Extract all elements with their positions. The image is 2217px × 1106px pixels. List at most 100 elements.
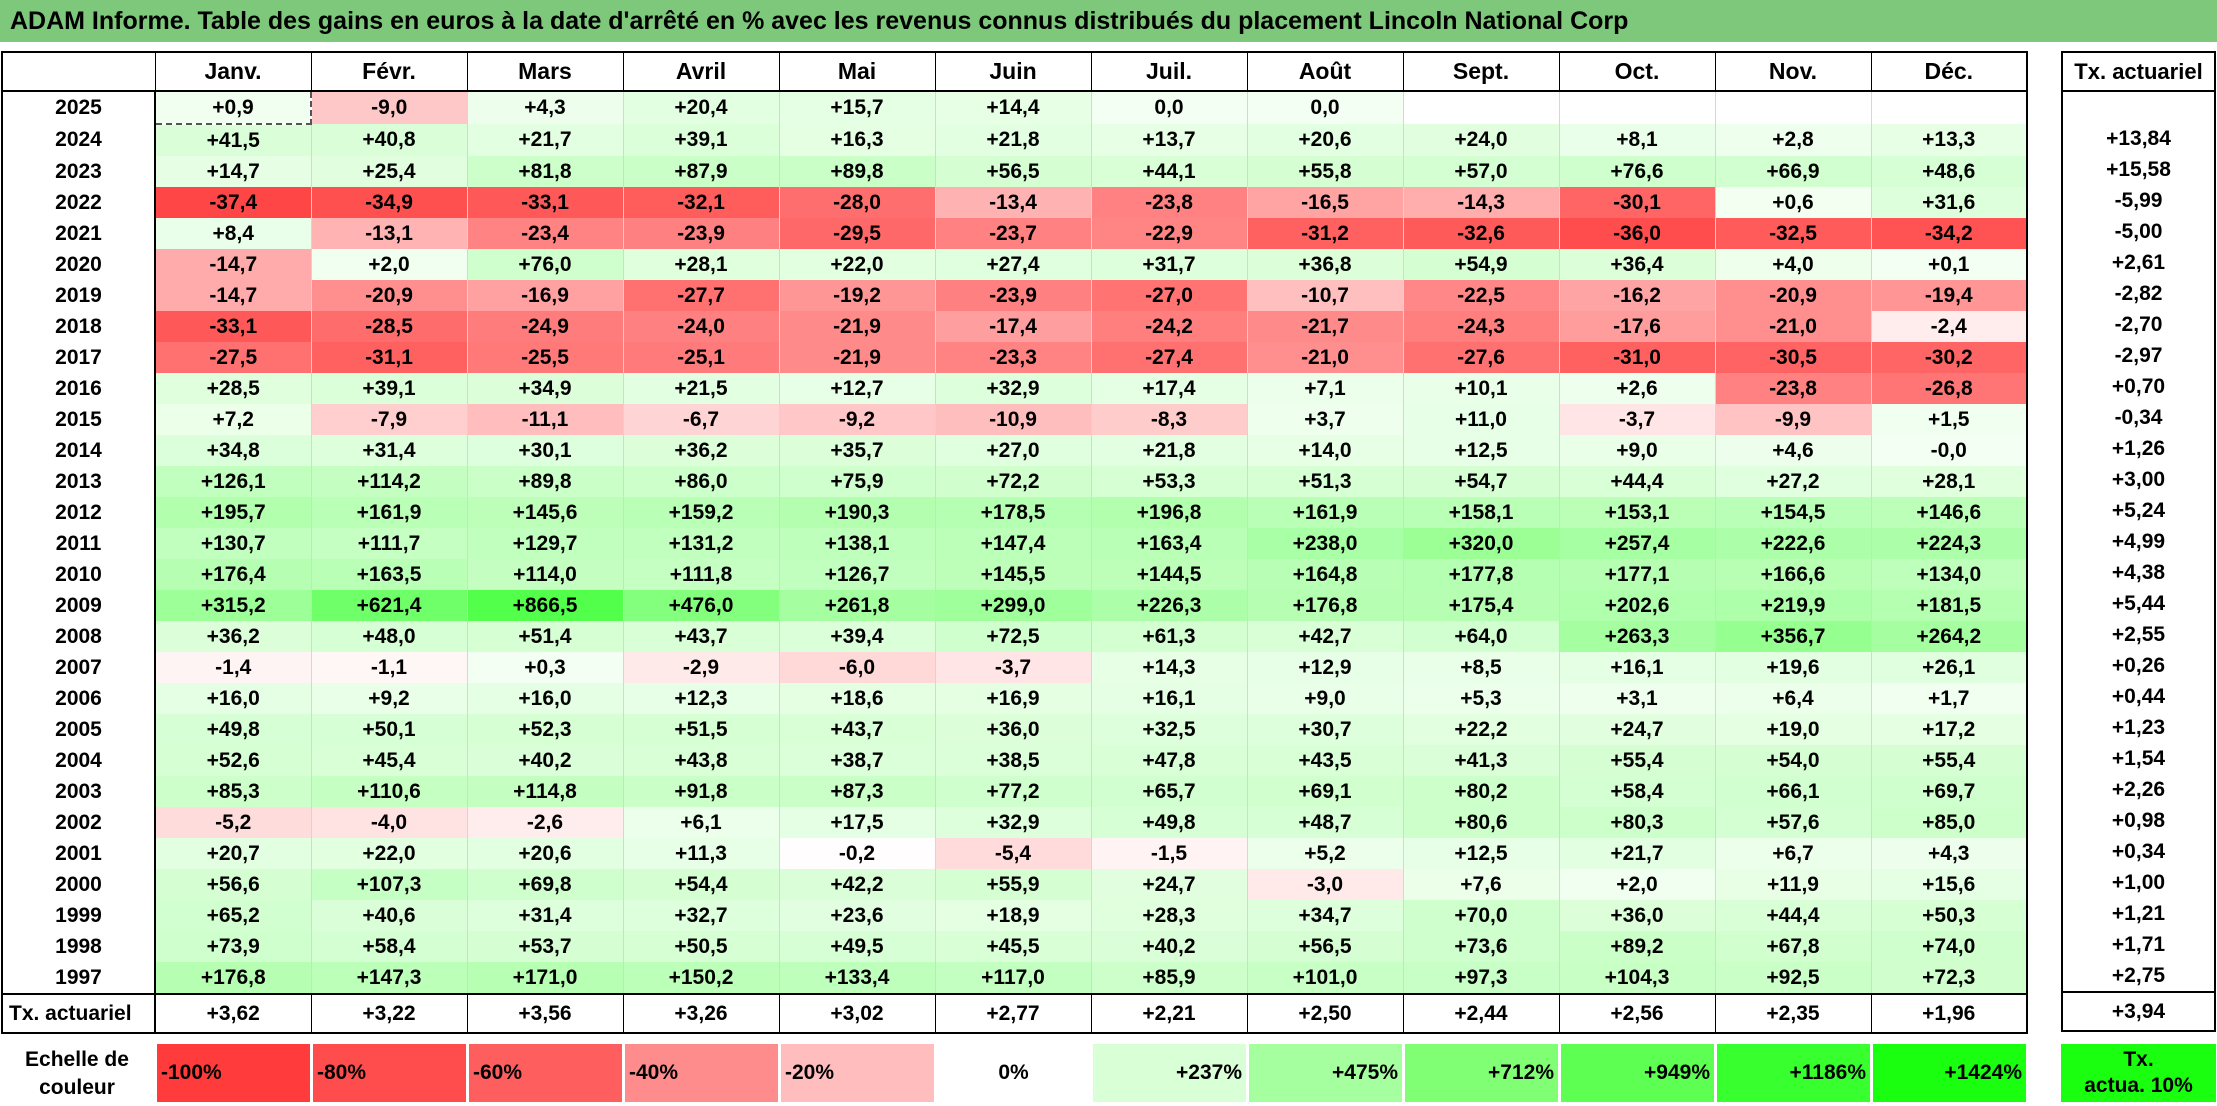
gain-cell: +44,4 [1558,466,1715,497]
rate-cell: +0,34 [2111,839,2166,863]
gain-cell: +87,3 [778,776,935,807]
gain-cell: +226,3 [1090,590,1247,621]
table-row: 2012 +195,7 +161,9 +145,6 +159,2 +190,3 +178,5… [2,497,2027,528]
gain-cell: -0,0 [1870,435,2027,466]
gain-cell: +48,6 [1870,156,2027,187]
gain-cell: +69,7 [1870,776,2027,807]
year-cell: 2001 [2,838,156,869]
gain-cell: +4,6 [1714,435,1871,466]
gain-cell: +67,8 [1714,931,1871,962]
gain-cell [1870,91,2027,124]
year-cell: 2016 [2,373,156,404]
gain-cell: +89,2 [1558,931,1715,962]
table-row: 2020 -14,7 +2,0 +76,0 +28,1 +22,0 +27,4 +31,7 +3… [2,249,2027,280]
gain-cell: +19,0 [1714,714,1871,745]
gain-cell: +117,0 [934,962,1091,994]
year-cell: 2019 [2,280,156,311]
gain-cell: +32,7 [622,900,779,931]
table-row: 2004 +52,6 +45,4 +40,2 +43,8 +38,7 +38,5 +47,8 +… [2,745,2027,776]
gain-cell: -20,9 [1714,280,1871,311]
year-cell: 2018 [2,311,156,342]
gain-cell: -27,4 [1090,342,1247,373]
gain-cell: -0,2 [778,838,935,869]
footer-rate-cell: +2,50 [1246,993,1403,1033]
gain-cell: +24,7 [1558,714,1715,745]
gain-cell: +126,1 [154,466,311,497]
gain-cell: +13,7 [1090,124,1247,156]
gain-cell: -14,7 [154,280,311,311]
gain-cell: +53,7 [466,931,623,962]
rate-cell: +1,21 [2111,901,2166,925]
gain-cell: +76,0 [466,249,623,280]
gain-cell: -9,2 [778,404,935,435]
gain-cell: +80,3 [1558,807,1715,838]
gain-cell: +2,8 [1714,124,1871,156]
gains-table-body: 2025 +0,9 -9,0 +4,3 +20,4 +15,7 +14,4 0,0 0,0 202… [2,90,2027,994]
rate-cell: +15,58 [2106,157,2171,181]
gain-cell: +145,6 [466,497,623,528]
gain-cell: +89,8 [466,466,623,497]
gain-cell: +56,6 [154,869,311,900]
gain-cell: -22,5 [1402,280,1559,311]
gain-cell: -23,8 [1090,187,1247,218]
gain-cell: +0,6 [1714,187,1871,218]
gain-cell: +51,5 [622,714,779,745]
gain-cell: -26,8 [1870,373,2027,404]
gain-cell: +14,4 [934,91,1091,124]
table-row: 2023 +14,7 +25,4 +81,8 +87,9 +89,8 +56,5 +44,1 +… [2,156,2027,187]
rate-cell: +4,38 [2111,560,2166,584]
table-row: 2002 -5,2 -4,0 -2,6 +6,1 +17,5 +32,9 +49,8 +48,7… [2,807,2027,838]
gain-cell: +80,2 [1402,776,1559,807]
gain-cell: +43,7 [778,714,935,745]
table-row: 1999 +65,2 +40,6 +31,4 +32,7 +23,6 +18,9 +28,3 +… [2,900,2027,931]
gain-cell: +6,7 [1714,838,1871,869]
gain-cell: -3,7 [934,652,1091,683]
gain-cell: -25,1 [622,342,779,373]
year-cell: 2000 [2,869,156,900]
rate-cell: +2,55 [2111,622,2166,646]
gain-cell: +126,7 [778,559,935,590]
rate-cell: +1,00 [2111,870,2166,894]
gain-cell: +196,8 [1090,497,1247,528]
year-cell: 2007 [2,652,156,683]
gain-cell: +48,0 [310,621,467,652]
gain-cell: +61,3 [1090,621,1247,652]
gain-cell: +45,4 [310,745,467,776]
gain-cell: -3,0 [1246,869,1403,900]
rate-column-header: Tx. actuariel [2062,52,2215,92]
gain-cell: -14,3 [1402,187,1559,218]
gain-cell: +21,7 [1558,838,1715,869]
gain-cell: -23,3 [934,342,1091,373]
gain-cell: +0,3 [466,652,623,683]
gain-cell: +176,4 [154,559,311,590]
month-header: Mai [778,52,935,92]
gain-cell: -32,1 [622,187,779,218]
year-cell: 2022 [2,187,156,218]
gain-cell: +133,4 [778,962,935,994]
gain-cell: -23,7 [934,218,1091,249]
gain-cell: +6,4 [1714,683,1871,714]
gain-cell: +28,5 [154,373,311,404]
gain-cell: -5,4 [934,838,1091,869]
gain-cell: +171,0 [466,962,623,994]
gain-cell: -5,2 [154,807,311,838]
gain-cell: -36,0 [1558,218,1715,249]
color-scale-step: -40% [625,1044,778,1102]
gain-cell: +476,0 [622,590,779,621]
gain-cell: +20,4 [622,91,779,124]
gain-cell: -23,9 [622,218,779,249]
gain-cell: +72,3 [1870,962,2027,994]
gain-cell: +22,0 [310,838,467,869]
gain-cell: +40,2 [466,745,623,776]
footer-label: Tx. actuariel [2,993,156,1033]
gain-cell: -24,3 [1402,311,1559,342]
gain-cell: -7,9 [310,404,467,435]
gain-cell: +181,5 [1870,590,2027,621]
gain-cell: -27,0 [1090,280,1247,311]
gain-cell: -16,9 [466,280,623,311]
gain-cell: -23,9 [934,280,1091,311]
gain-cell: +175,4 [1402,590,1559,621]
gain-cell: +53,3 [1090,466,1247,497]
gain-cell: +176,8 [1246,590,1403,621]
gain-cell: +10,1 [1402,373,1559,404]
